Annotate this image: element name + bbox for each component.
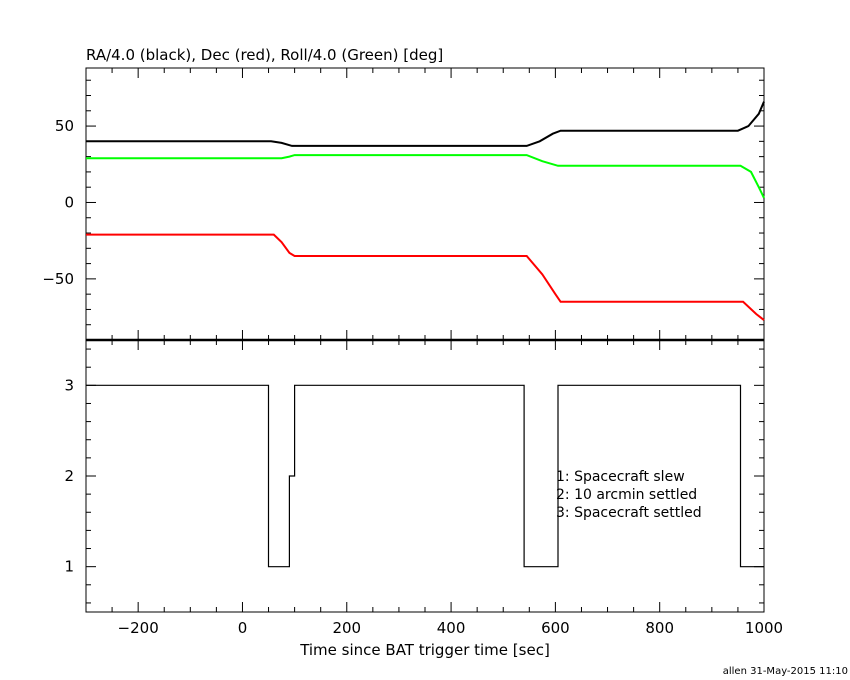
top-series-group: [86, 101, 765, 321]
top-axis-ticks: [85, 68, 765, 341]
top-y-tick-label: 0: [64, 193, 74, 211]
x-tick-label: 800: [645, 619, 674, 637]
x-tick-label: −200: [118, 619, 159, 637]
bottom-y-tick-label: 1: [64, 558, 74, 576]
dec-series-line: [86, 233, 765, 321]
x-tick-label: 0: [238, 619, 248, 637]
x-tick-label: 200: [332, 619, 361, 637]
x-tick-labels: −200 0 200 400 600 800 1000: [118, 619, 784, 637]
bottom-y-tick-label: 2: [64, 467, 74, 485]
bottom-y-tick-labels: 3 2 1: [64, 376, 74, 575]
top-y-tick-label: −50: [42, 270, 74, 288]
bottom-y-tick-label: 3: [64, 376, 74, 394]
x-tick-label: 400: [437, 619, 466, 637]
x-axis-label: Time since BAT trigger time [sec]: [299, 641, 550, 659]
legend-arcmin: 2: 10 arcmin settled: [556, 487, 697, 503]
bottom-series-group: [86, 384, 764, 568]
settle-status-step-line: [86, 384, 764, 568]
legend-settled: 3: Spacecraft settled: [556, 505, 702, 521]
x-tick-label: 600: [541, 619, 570, 637]
top-panel-frame: [85, 67, 765, 341]
legend-slew: 1: Spacecraft slew: [556, 469, 685, 485]
x-tick-label: 1000: [745, 619, 783, 637]
top-y-tick-label: 50: [55, 117, 74, 135]
footer-credit: allen 31-May-2015 11:10: [723, 666, 848, 677]
roll-series-line: [86, 154, 765, 199]
ra-series-line: [86, 101, 765, 147]
top-y-tick-labels: 50 0 −50: [42, 117, 74, 288]
chart-title: RA/4.0 (black), Dec (red), Roll/4.0 (Gre…: [86, 46, 443, 64]
